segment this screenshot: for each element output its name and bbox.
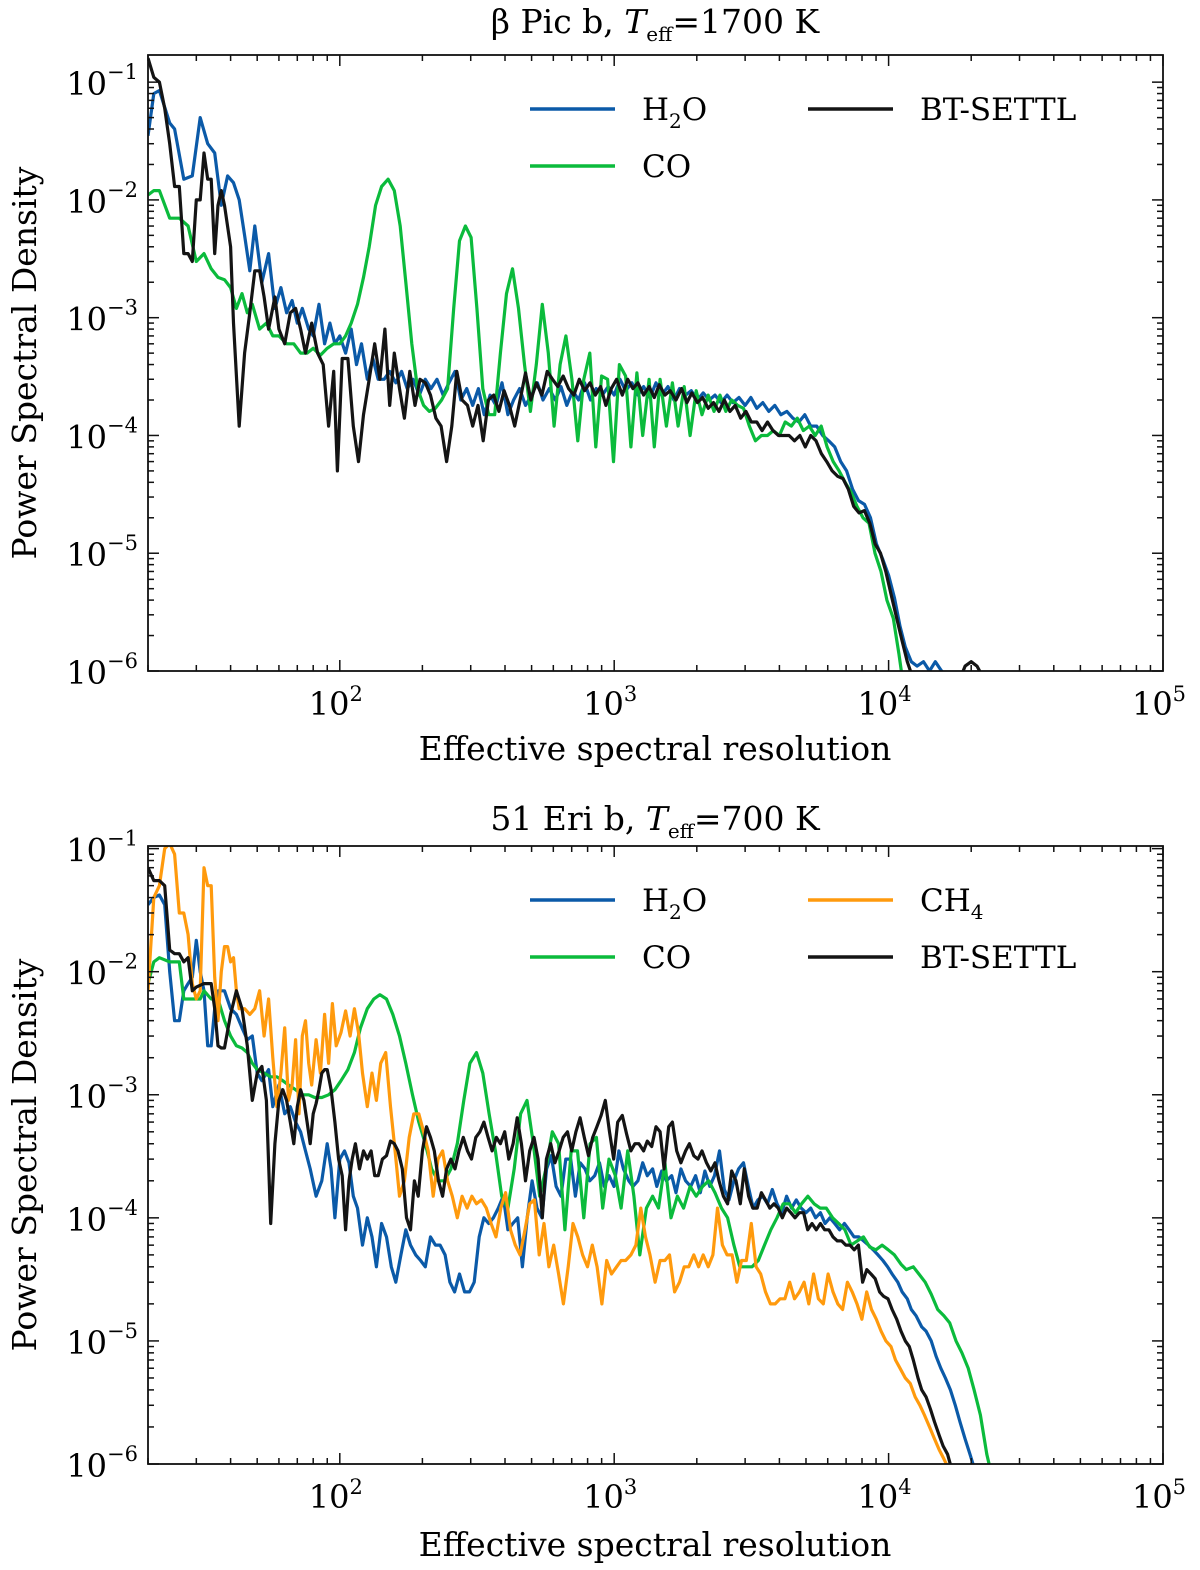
- y-tick-label: 10−2: [66, 178, 138, 221]
- series-lines: [148, 846, 991, 1464]
- legend-label: BT-SETTL: [920, 940, 1076, 976]
- x-tick-label: 103: [583, 1475, 637, 1516]
- y-tick-label: 10−3: [66, 296, 138, 339]
- plot-frame: [147, 845, 1164, 1465]
- y-axis-label: Power Spectral Density: [5, 958, 44, 1351]
- plot-frame: [147, 54, 1164, 672]
- legend: H2O CO BT-SETTL: [530, 92, 1076, 185]
- legend-item-h2o: H2O: [530, 92, 707, 133]
- y-axis-label: Power Spectral Density: [5, 166, 44, 559]
- x-tick-label: 102: [309, 1475, 363, 1516]
- series-line-co: [148, 956, 991, 1464]
- x-tick-label: 102: [309, 682, 363, 723]
- y-tick-label: 10−3: [66, 1073, 138, 1116]
- y-tick-label: 10−2: [66, 950, 138, 993]
- panel-51-eri-b: 51 Eri b, Teff=700 K 102 103 104 105 10−1 10−…: [5, 799, 1186, 1564]
- series-line-co: [148, 177, 903, 671]
- legend-label: CH4: [920, 883, 984, 924]
- legend-item-bt-settl: BT-SETTL: [808, 92, 1076, 128]
- x-tick-label: 104: [858, 1475, 912, 1516]
- y-tick-label: 10−5: [66, 1319, 138, 1362]
- series-line-bt-settl: [148, 867, 952, 1464]
- legend-item-co: CO: [530, 940, 691, 976]
- x-tick-label: 105: [1132, 682, 1186, 723]
- series-line-ch4: [148, 846, 949, 1464]
- legend-item-h2o: H2O: [530, 883, 707, 924]
- x-tick-label: 104: [858, 682, 912, 723]
- legend-label: H2O: [642, 883, 707, 924]
- x-tick-label: 105: [1132, 1475, 1186, 1516]
- legend-item-bt-settl: BT-SETTL: [808, 940, 1076, 976]
- legend-item-co: CO: [530, 149, 691, 185]
- series-line-h2o: [148, 88, 944, 671]
- legend-label: CO: [642, 940, 691, 976]
- y-tick-label: 10−4: [66, 1196, 138, 1239]
- legend: H2O CO CH4 BT-SETTL: [530, 883, 1076, 976]
- y-tick-label: 10−5: [66, 531, 138, 574]
- panel-title: β Pic b, Teff=1700 K: [491, 2, 821, 46]
- y-tick-label: 10−4: [66, 413, 138, 456]
- legend-item-ch4: CH4: [808, 883, 984, 924]
- axes: 102 103 104 105 10−1 10−2 10−3 10−4 10−5 10−6: [66, 827, 1186, 1516]
- y-tick-label: 10−1: [66, 827, 138, 870]
- legend-label: CO: [642, 149, 691, 185]
- y-tick-label: 10−6: [66, 1442, 138, 1485]
- legend-label: BT-SETTL: [920, 92, 1076, 128]
- panel-beta-pic-b: β Pic b, Teff=1700 K 102 103 104 105 10−1 10−…: [5, 2, 1186, 768]
- series-line-bt-settl: [148, 57, 982, 671]
- axes: 102 103 104 105 10−1 10−2 10−3 10−4 10−5 10−6: [66, 54, 1186, 723]
- panel-title: 51 Eri b, Teff=700 K: [490, 799, 821, 843]
- x-axis-label: Effective spectral resolution: [419, 1525, 892, 1564]
- legend-label: H2O: [642, 92, 707, 133]
- x-axis-label: Effective spectral resolution: [419, 729, 892, 768]
- y-tick-label: 10−6: [66, 649, 138, 692]
- series-lines: [148, 57, 982, 671]
- y-tick-label: 10−1: [66, 60, 138, 103]
- x-tick-label: 103: [583, 682, 637, 723]
